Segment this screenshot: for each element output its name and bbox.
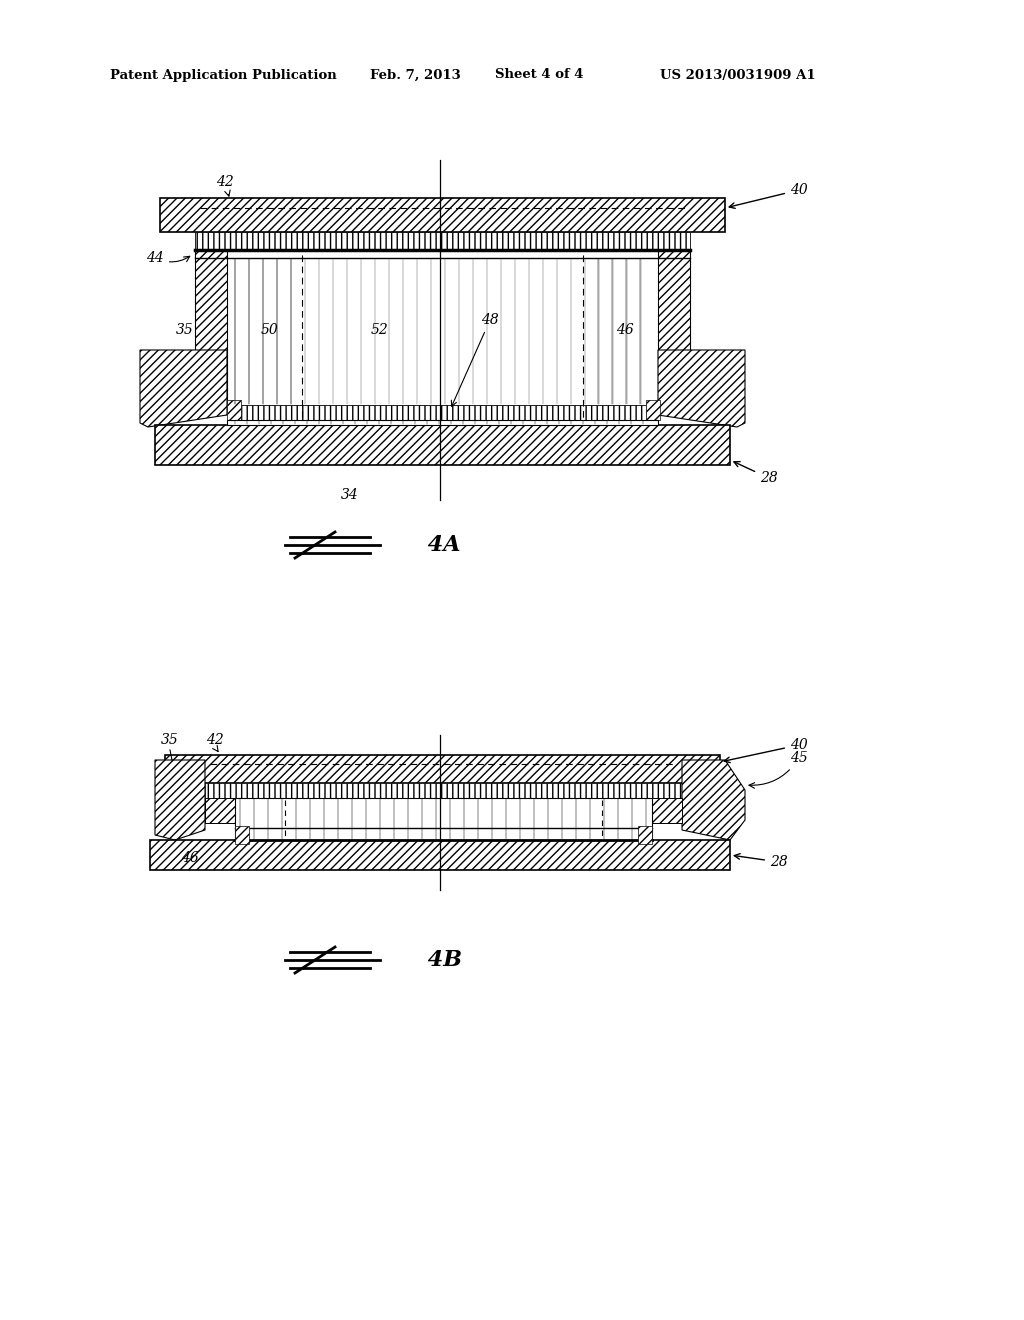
Polygon shape xyxy=(652,799,682,822)
Polygon shape xyxy=(658,249,690,405)
Polygon shape xyxy=(638,826,652,843)
Polygon shape xyxy=(682,760,745,840)
Text: 34: 34 xyxy=(341,488,358,502)
Text: Sheet 4 of 4: Sheet 4 of 4 xyxy=(495,69,584,82)
Polygon shape xyxy=(205,783,682,799)
Text: 44: 44 xyxy=(146,251,189,265)
Polygon shape xyxy=(155,425,730,465)
Text: 28: 28 xyxy=(734,462,778,484)
Text: Patent Application Publication: Patent Application Publication xyxy=(110,69,337,82)
Text: 4B: 4B xyxy=(420,949,462,972)
Polygon shape xyxy=(227,400,241,420)
Polygon shape xyxy=(150,840,730,870)
Polygon shape xyxy=(227,420,658,425)
Text: 50: 50 xyxy=(261,323,279,337)
Polygon shape xyxy=(195,232,690,249)
Text: 28: 28 xyxy=(734,854,787,869)
Text: 35: 35 xyxy=(176,323,194,337)
Text: 48: 48 xyxy=(452,313,499,407)
Text: US 2013/0031909 A1: US 2013/0031909 A1 xyxy=(660,69,816,82)
Polygon shape xyxy=(140,350,227,426)
Polygon shape xyxy=(234,799,652,840)
Text: 46: 46 xyxy=(181,851,199,865)
Polygon shape xyxy=(205,799,234,822)
Polygon shape xyxy=(658,350,745,426)
Text: 40: 40 xyxy=(729,183,808,209)
Text: 46: 46 xyxy=(616,323,634,337)
Text: 42: 42 xyxy=(216,176,233,197)
Polygon shape xyxy=(234,826,249,843)
Text: 35: 35 xyxy=(161,733,179,747)
Text: 4A: 4A xyxy=(420,535,461,556)
Text: 42: 42 xyxy=(206,733,224,747)
Text: 52: 52 xyxy=(371,323,389,337)
Polygon shape xyxy=(229,405,656,420)
Polygon shape xyxy=(155,760,205,840)
Polygon shape xyxy=(646,400,660,420)
Text: 40: 40 xyxy=(724,738,808,763)
Polygon shape xyxy=(160,198,725,232)
Text: Feb. 7, 2013: Feb. 7, 2013 xyxy=(370,69,461,82)
Polygon shape xyxy=(195,249,227,405)
Text: 45: 45 xyxy=(749,751,808,788)
Polygon shape xyxy=(165,755,720,783)
